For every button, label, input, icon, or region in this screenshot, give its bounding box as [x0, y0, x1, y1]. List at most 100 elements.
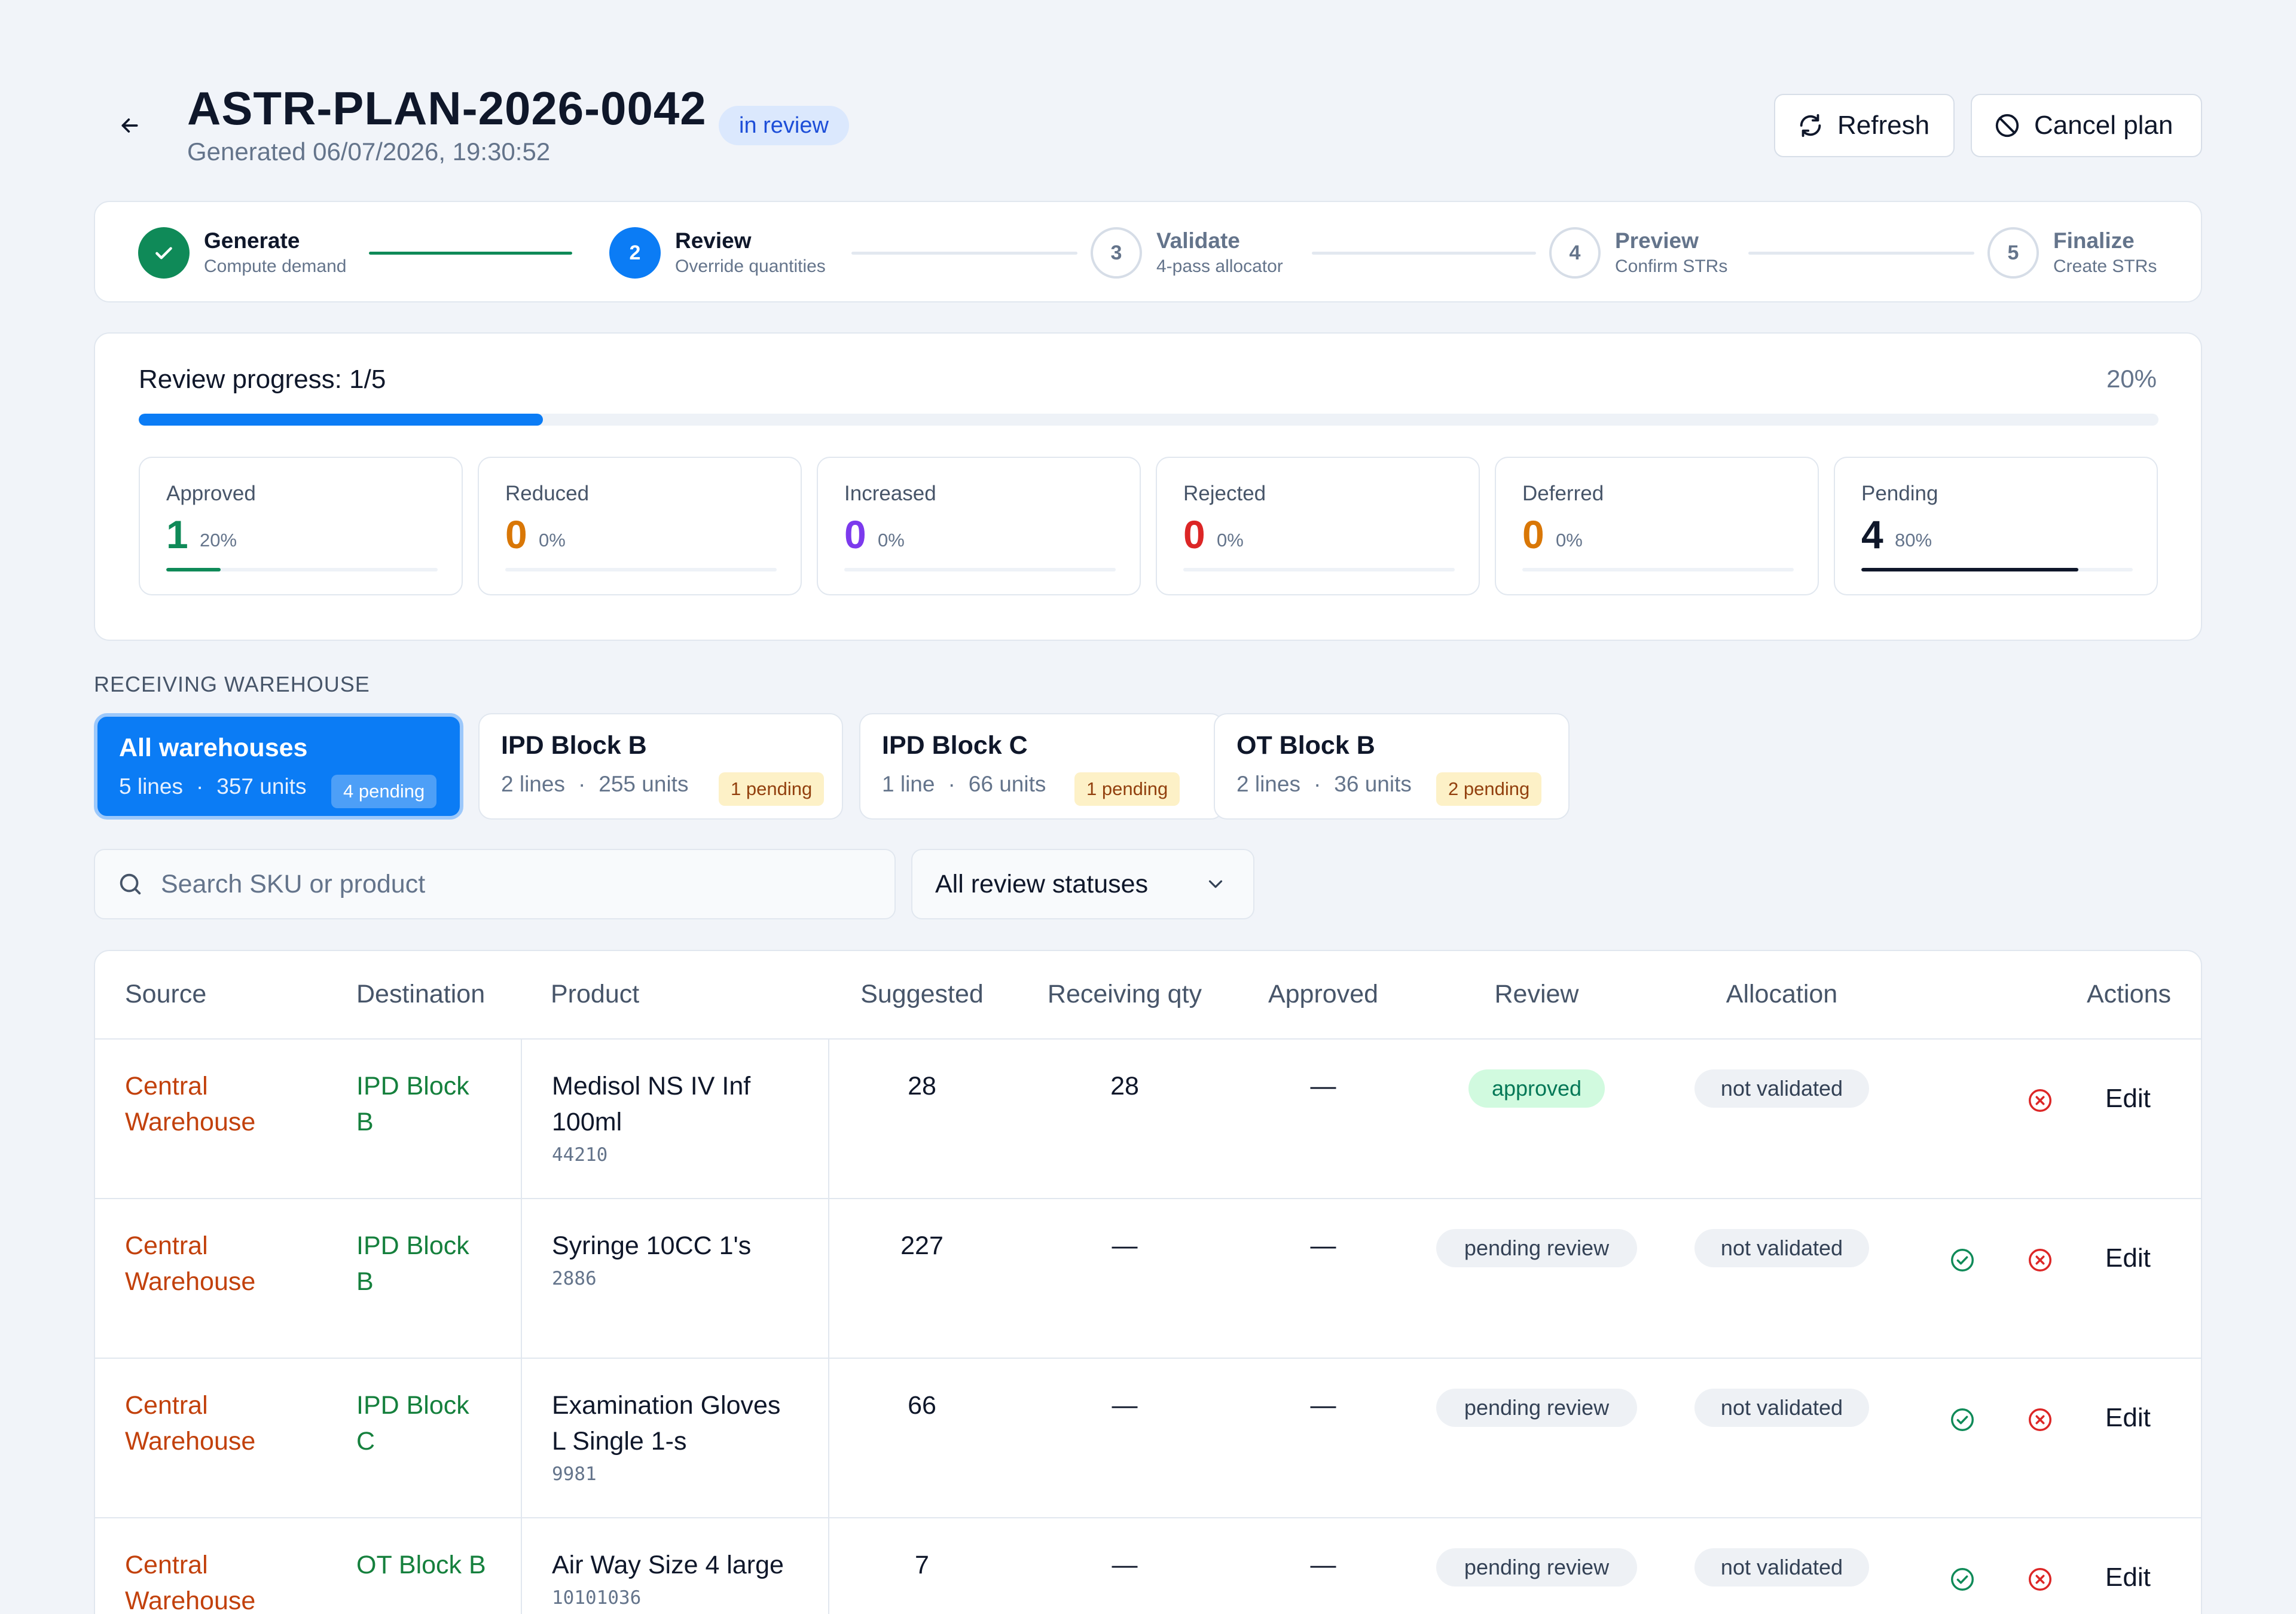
stat-value: 0 [505, 512, 527, 557]
warehouse-meta: 1 line · 66 units [882, 772, 1046, 797]
column-header-product: Product [551, 980, 640, 1008]
product-sku: 10101036 [552, 1587, 642, 1609]
product-name: L Single 1-s [552, 1427, 687, 1456]
reject-button[interactable] [2023, 1563, 2057, 1596]
chevron-down-icon [1208, 880, 1223, 888]
review-status-badge: pending review [1436, 1389, 1637, 1427]
source-cell: Central Warehouse [125, 1547, 322, 1614]
column-divider [521, 1040, 522, 1614]
back-button[interactable] [112, 108, 148, 143]
warehouse-lines: 5 lines [119, 774, 183, 799]
stat-value: 1 [166, 512, 188, 557]
cancel-plan-button[interactable]: Cancel plan [1971, 94, 2202, 157]
warehouse-tab-ot-block-b[interactable]: OT Block B 2 lines · 36 units 2 pending [1214, 713, 1570, 820]
stat-value: 0 [1183, 512, 1205, 557]
approve-button[interactable] [1946, 1563, 1979, 1596]
destination-text: B [356, 1108, 374, 1136]
column-header-suggested: Suggested [860, 980, 984, 1008]
edit-button[interactable]: Edit [2105, 1563, 2151, 1592]
reject-button[interactable] [2023, 1243, 2057, 1277]
stat-label: Deferred [1522, 482, 1604, 505]
product-sku: 9981 [552, 1463, 597, 1485]
step-desc: Confirm STRs [1615, 256, 1728, 276]
product-name: Syringe 10CC 1's [552, 1231, 752, 1260]
warehouse-tab-all-warehouses[interactable]: All warehouses 5 lines · 357 units 4 pending [94, 713, 463, 820]
allocation-status-badge: not validated [1694, 1069, 1869, 1108]
product-cell: Medisol NS IV Inf 100ml 44210 [552, 1068, 815, 1170]
cancel-plan-label: Cancel plan [2034, 111, 2173, 140]
step-connector [1748, 252, 1974, 255]
check-circle-icon [1951, 1568, 1974, 1591]
review-status-badge: pending review [1436, 1229, 1637, 1267]
check-circle-icon [1951, 1249, 1974, 1271]
x-circle-icon [2029, 1249, 2051, 1271]
product-cell: Air Way Size 4 large 10101036 [552, 1547, 815, 1613]
warehouse-lines: 2 lines [501, 772, 565, 796]
stat-card-pending: Pending 4 80% [1834, 457, 2158, 595]
warehouse-meta: 2 lines · 255 units [501, 772, 688, 797]
step-validate[interactable]: 3 Validate 4-pass allocator [1091, 227, 1283, 279]
stat-bar [1522, 568, 1794, 571]
stat-card-deferred: Deferred 0 0% [1495, 457, 1819, 595]
suggested-qty: 28 [908, 1072, 936, 1101]
reject-button[interactable] [2023, 1084, 2057, 1117]
approved-qty: — [1310, 1231, 1336, 1260]
destination-text: IPD Block [356, 1072, 469, 1101]
warehouse-meta: 2 lines · 36 units [1236, 772, 1412, 797]
check-icon [155, 247, 172, 259]
destination-cell: OT Block B [356, 1547, 500, 1583]
warehouse-lines: 1 line [882, 772, 935, 796]
step-connector [851, 252, 1077, 255]
destination-text: IPD Block [356, 1391, 469, 1420]
step-connector [369, 252, 572, 255]
page-subtitle: Generated 06/07/2026, 19:30:52 [187, 137, 551, 166]
edit-button[interactable]: Edit [2105, 1243, 2151, 1273]
table-row: Central Warehouse OT Block B Air Way Size 4… [95, 1518, 2201, 1614]
step-review[interactable]: 2 Review Override quantities [609, 227, 826, 279]
step-preview[interactable]: 4 Preview Confirm STRs [1549, 227, 1727, 279]
step-finalize[interactable]: 5 Finalize Create STRs [1987, 227, 2157, 279]
source-text: Central [125, 1391, 208, 1420]
check-circle-icon [1951, 1408, 1974, 1431]
source-cell: Central Warehouse [125, 1387, 322, 1459]
product-sku: 44210 [552, 1144, 608, 1166]
row-divider [95, 1198, 2201, 1199]
product-cell: Syringe 10CC 1's 2886 [552, 1228, 815, 1294]
table-row: Central Warehouse IPD Block B Medisol NS IV … [95, 1040, 2201, 1199]
status-badge: in review [719, 106, 849, 145]
warehouse-tab-ipd-block-c[interactable]: IPD Block C 1 line · 66 units 1 pending [859, 713, 1224, 820]
destination-cell: IPD Block B [356, 1228, 500, 1300]
review-status-badge: approved [1468, 1069, 1605, 1108]
warehouse-tab-ipd-block-b[interactable]: IPD Block B 2 lines · 255 units 1 pending [478, 713, 843, 820]
approve-button[interactable] [1946, 1243, 1979, 1277]
allocation-status-badge: not validated [1694, 1548, 1869, 1587]
step-label: Generate [204, 228, 300, 253]
source-text: Central [125, 1551, 208, 1579]
search-box[interactable] [94, 849, 896, 919]
edit-button[interactable]: Edit [2105, 1403, 2151, 1432]
review-status-badge: pending review [1436, 1548, 1637, 1587]
column-header-approved: Approved [1268, 980, 1379, 1008]
warehouse-name: IPD Block B [501, 731, 647, 760]
reject-button[interactable] [2023, 1403, 2057, 1436]
stat-label: Rejected [1183, 482, 1266, 505]
stat-percent: 80% [1895, 530, 1932, 551]
pending-badge: 1 pending [719, 772, 825, 806]
source-cell: Central Warehouse [125, 1068, 322, 1140]
stat-bar [1861, 568, 2133, 571]
meta-separator: · [578, 772, 586, 796]
row-divider [95, 1517, 2201, 1518]
ban-icon [1995, 114, 2019, 137]
step-generate[interactable]: Generate Compute demand [138, 227, 346, 279]
approve-button[interactable] [1946, 1403, 1979, 1436]
refresh-button[interactable]: Refresh [1774, 94, 1955, 157]
approved-qty: — [1310, 1391, 1336, 1420]
edit-button[interactable]: Edit [2105, 1084, 2151, 1113]
search-input[interactable] [161, 869, 848, 899]
column-header-review: Review [1494, 980, 1579, 1008]
review-status-select[interactable]: All review statuses [911, 849, 1254, 919]
destination-text: OT Block B [356, 1551, 486, 1579]
source-text: Central [125, 1231, 208, 1260]
stat-value: 0 [844, 512, 866, 557]
pending-badge: 4 pending [331, 775, 437, 808]
